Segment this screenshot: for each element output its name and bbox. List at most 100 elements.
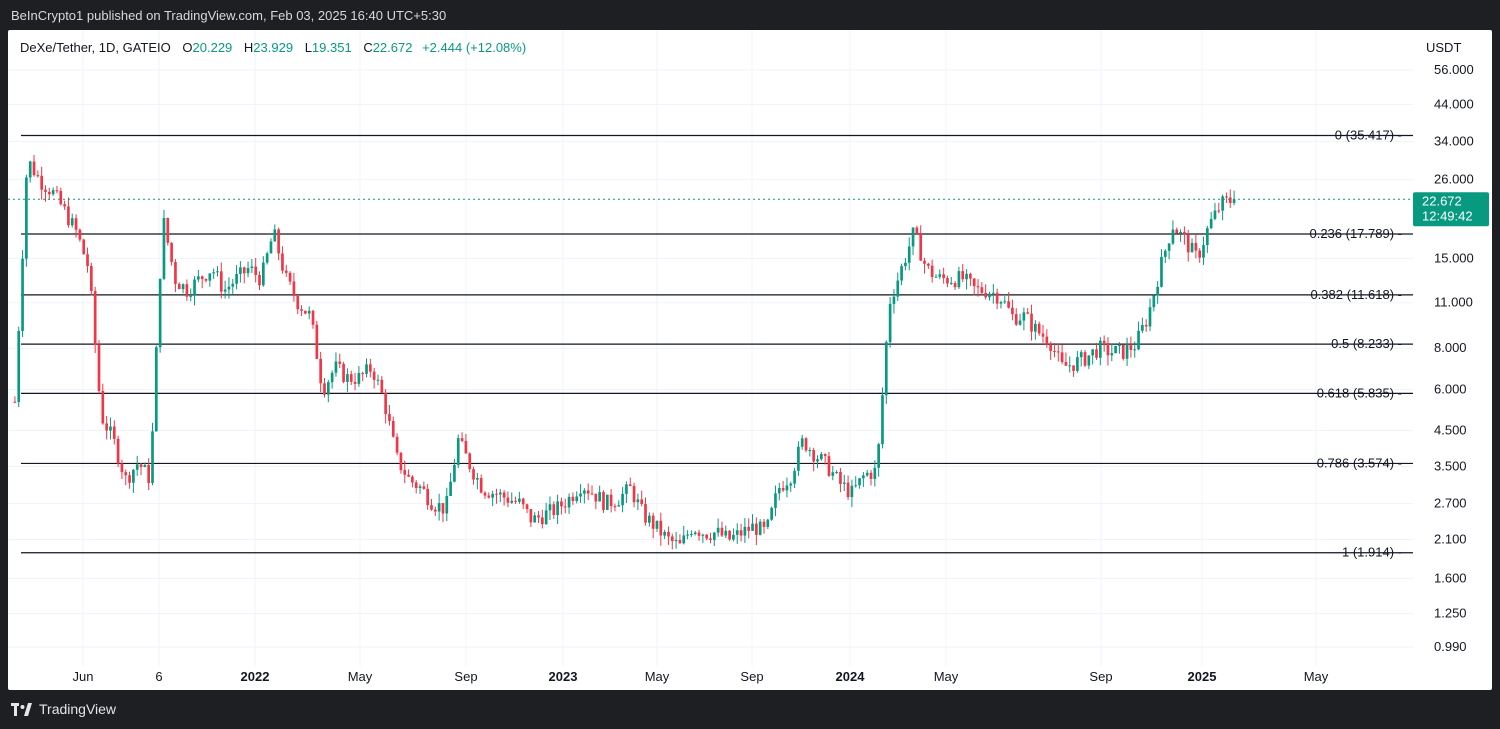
candle-body [170,242,173,263]
candle-body [1034,323,1037,332]
candle-body [235,273,238,284]
open-key: O [182,40,193,55]
candle-body [797,446,800,471]
candle-body [388,413,391,421]
publisher-text: BeInCrypto1 published on TradingView.com… [11,8,447,23]
candle-body [693,532,697,535]
candle-body [239,267,242,274]
candle-body [923,260,926,264]
candle-body [326,382,330,395]
candle-body [315,324,319,359]
candle-body [919,233,923,261]
candle-body [361,373,365,375]
candle-body [132,469,135,483]
candle-body [487,495,491,498]
tradingview-brand: TradingView [39,701,117,717]
candle-body [724,530,728,536]
candle-body [969,273,972,279]
candle-body [40,175,44,190]
candle-body [1156,286,1159,296]
y-tick-label: 26.000 [1434,172,1474,187]
candle-body [682,535,686,544]
candle-body [953,283,957,288]
candle-body [1022,312,1026,321]
candle-body [17,330,21,402]
candle-body [1167,243,1171,251]
candle-body [808,450,812,452]
candle-body [602,492,605,510]
candle-body [250,266,254,269]
candle-body [185,284,189,297]
candle-body [1045,336,1049,345]
tradingview-logo[interactable]: TradingView [11,701,116,717]
candle-body [999,302,1003,304]
candle-body [219,271,223,292]
candle-body [495,493,498,495]
candle-body [273,229,277,242]
candle-body [1018,320,1022,325]
candle-body [560,501,563,507]
candle-body [231,283,235,287]
candle-body [793,470,796,484]
candle-body [330,372,334,383]
candle-body [1228,197,1232,203]
candle-body [498,492,502,495]
candle-body [47,191,51,195]
candle-body [284,270,288,273]
candle-body [663,531,666,536]
candle-body [1110,353,1114,356]
y-tick-label: 34.000 [1434,133,1474,148]
candle-body [1183,231,1186,235]
candle-body [74,218,78,230]
candle-body [583,490,586,494]
high-key: H [243,40,254,55]
candle-body [621,493,624,506]
candle-body [1076,357,1079,371]
price-chart[interactable]: Jun 6 2022 May Sep 2023 May Sep 2024 May Sep 2025 Ma… [8,30,1492,690]
candle-body [197,276,200,280]
candle-body [1186,234,1190,253]
candle-body [472,469,475,480]
candle-body [349,374,353,382]
candle-body [1217,210,1221,212]
candle-body [90,266,93,292]
candle-body [1198,250,1202,258]
candle-body [21,258,24,331]
candle-body [28,161,32,178]
candle-body [491,493,494,498]
candle-body [1121,344,1125,359]
candle-body [873,467,877,479]
candle-body [835,471,838,473]
candle-body [881,395,884,445]
candle-body [502,492,506,498]
candle-body [216,271,219,273]
candle-body [353,381,357,384]
candle-body [288,272,292,282]
candle-body [1083,352,1087,366]
candle-body [709,538,712,540]
candle-body [380,379,384,393]
x-tick-label: 6 [155,669,162,684]
candle-body [1148,307,1152,327]
candle-body [479,478,483,493]
x-tick-label: May [348,669,373,684]
candle-body [915,227,919,234]
candle-body [800,438,804,447]
candle-body [957,271,961,288]
x-tick-label: Jun [73,669,94,684]
candle-body [456,438,460,465]
candle-body [1079,352,1083,358]
y-tick-label: 8.000 [1434,340,1467,355]
candle-body [1221,196,1224,211]
candle-body [430,505,433,510]
candle-body [506,497,510,503]
candle-body [376,379,380,381]
candle-body [690,534,693,536]
candle-body [674,540,678,542]
candle-body [407,474,410,477]
candle-body [938,274,942,277]
candle-body [151,431,154,483]
candle-body [78,229,82,240]
candle-body [464,440,468,454]
candle-body [63,204,66,207]
